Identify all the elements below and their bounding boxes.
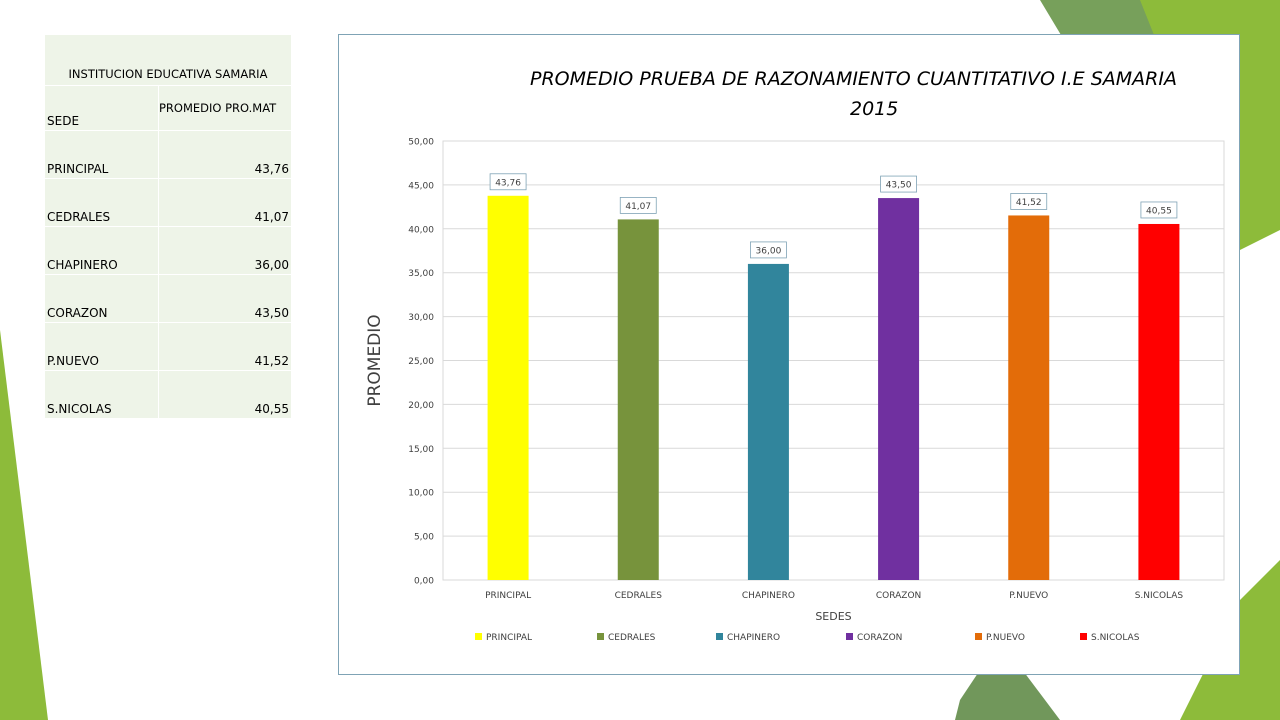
x-axis-title: SEDES [815, 610, 851, 623]
bottom-dark-stripe [955, 640, 1060, 720]
bar-chart: 0,00 5,00 10,00 15,00 20,00 25,00 30,00 35,00 40… [365, 138, 1225, 643]
data-label: 41,07 [625, 202, 651, 212]
x-tick-label: CEDRALES [615, 591, 663, 601]
cell-promedio: 40,55 [158, 371, 291, 418]
chart-title: PROMEDIO PRUEBA DE RAZONAMIENTO CUANTITA… [530, 64, 1230, 124]
chart-title-line2: 2015 [850, 98, 899, 120]
data-label-box [619, 197, 657, 214]
cell-sede: CHAPINERO [47, 258, 118, 272]
header-promedio: PROMEDIO PRO.MAT [158, 86, 291, 130]
legend-label: P.NUEVO [986, 633, 1025, 643]
left-green-stripe [0, 330, 48, 720]
cell-promedio: 43,50 [158, 275, 291, 322]
legend-label: S.NICOLAS [1091, 633, 1140, 643]
y-tick-label: 25,00 [408, 357, 434, 367]
legend-swatch [716, 633, 723, 640]
results-table: INSTITUCION EDUCATIVA SAMARIA SEDE PROME… [45, 35, 291, 418]
y-tick-label: 0,00 [414, 577, 434, 587]
table-row: PRINCIPAL 43,76 [45, 130, 291, 178]
data-label: 40,55 [1146, 206, 1172, 216]
data-label: 43,50 [886, 181, 912, 191]
cell-promedio: 41,52 [158, 323, 291, 370]
y-tick-label: 45,00 [408, 181, 434, 191]
bar [1008, 215, 1050, 580]
table-row: P.NUEVO 41,52 [45, 322, 291, 370]
data-label-box [1010, 193, 1048, 210]
data-label-box [1140, 201, 1178, 219]
cell-promedio: 43,76 [158, 131, 291, 178]
y-tick-label: 10,00 [408, 489, 434, 499]
legend-swatch [846, 633, 853, 640]
data-label-box [750, 241, 787, 259]
cell-sede: PRINCIPAL [47, 162, 109, 176]
legend-swatch [475, 633, 482, 640]
x-tick-label: CORAZON [876, 591, 921, 601]
y-axis-title: PROMEDIO [365, 314, 385, 406]
cell-sede: CEDRALES [47, 210, 111, 224]
y-tick-label: 35,00 [408, 269, 434, 279]
legend-label: CORAZON [857, 633, 902, 643]
cell-promedio: 36,00 [158, 227, 291, 274]
y-tick-label: 50,00 [408, 138, 434, 148]
bar [747, 263, 789, 580]
y-tick-label: 40,00 [408, 225, 434, 235]
bar [1138, 223, 1180, 580]
legend-label: CEDRALES [608, 633, 656, 643]
table-title: INSTITUCION EDUCATIVA SAMARIA [68, 67, 268, 81]
legend-swatch [1080, 633, 1087, 640]
table-row: CEDRALES 41,07 [45, 178, 291, 226]
y-tick-label: 15,00 [408, 445, 434, 455]
legend-swatch [597, 633, 604, 640]
bar [487, 195, 529, 580]
legend-label: PRINCIPAL [486, 633, 532, 643]
cell-promedio: 41,07 [158, 179, 291, 226]
table-row: S.NICOLAS 40,55 [45, 370, 291, 418]
data-label-box [880, 175, 917, 193]
x-tick-label: S.NICOLAS [1135, 591, 1184, 601]
cell-sede: P.NUEVO [47, 354, 99, 368]
bar [617, 219, 659, 580]
x-tick-label: P.NUEVO [1009, 591, 1048, 601]
legend-label: CHAPINERO [727, 633, 780, 643]
data-label: 43,76 [495, 178, 521, 188]
y-tick-label: 20,00 [408, 401, 434, 411]
y-tick-label: 30,00 [408, 313, 434, 323]
x-tick-label: PRINCIPAL [485, 591, 531, 601]
table-row: CORAZON 43,50 [45, 274, 291, 322]
data-label-box [489, 173, 527, 191]
cell-sede: CORAZON [47, 306, 108, 320]
cell-sede: S.NICOLAS [47, 402, 112, 416]
data-label: 36,00 [756, 246, 782, 256]
x-tick-label: CHAPINERO [742, 591, 795, 601]
chart-title-line1: PROMEDIO PRUEBA DE RAZONAMIENTO CUANTITA… [530, 68, 1177, 90]
bar [878, 198, 920, 580]
table-header: SEDE PROMEDIO PRO.MAT [45, 85, 291, 130]
table-row: CHAPINERO 36,00 [45, 226, 291, 274]
y-tick-label: 5,00 [414, 533, 434, 543]
header-sede: SEDE [47, 114, 80, 128]
data-label: 41,52 [1016, 198, 1042, 208]
legend-swatch [975, 633, 982, 640]
